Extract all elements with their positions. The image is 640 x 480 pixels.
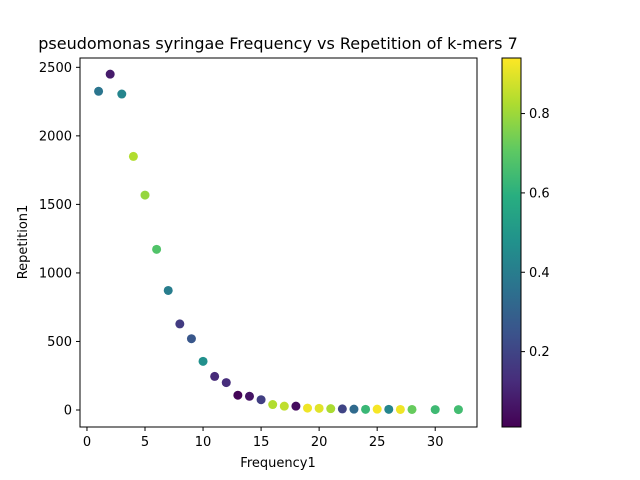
data-point-19 (303, 403, 313, 413)
y-axis-title: Repetition1 (16, 205, 31, 280)
data-point-23 (349, 404, 359, 414)
colorbar-tick-label: 0.4 (529, 266, 550, 281)
y-tick-label: 1000 (39, 266, 72, 281)
data-point-4 (128, 151, 138, 161)
data-point-28 (407, 404, 417, 414)
y-tick-label: 500 (47, 335, 72, 350)
colorbar-axis: 0.2 0.4 0.6 0.8 (521, 107, 550, 360)
data-point-20 (314, 403, 324, 413)
data-point-27 (395, 404, 405, 414)
x-tick-label: 25 (369, 435, 386, 450)
colorbar-tick-label: 0.2 (529, 345, 550, 360)
y-tick-label: 2000 (39, 129, 72, 144)
data-point-29 (430, 405, 440, 415)
y-tick-label: 2500 (39, 61, 72, 76)
data-point-13 (233, 390, 243, 400)
data-point-9 (186, 334, 196, 344)
data-point-14 (244, 391, 254, 401)
x-tick-label: 20 (311, 435, 328, 450)
data-point-1 (94, 86, 104, 96)
colorbar (501, 57, 522, 428)
y-tick-label: 0 (64, 404, 72, 419)
data-point-12 (221, 378, 231, 388)
data-point-10 (198, 356, 208, 366)
data-point-26 (384, 404, 394, 414)
data-point-2 (105, 69, 115, 79)
x-tick-label: 10 (195, 435, 212, 450)
data-point-22 (337, 404, 347, 414)
plot-frame (79, 57, 478, 428)
x-tick-label: 30 (427, 435, 444, 450)
x-tick-label: 15 (253, 435, 270, 450)
data-point-21 (326, 404, 336, 414)
colorbar-tick-label: 0.6 (529, 186, 550, 201)
data-point-11 (210, 371, 220, 381)
data-point-3 (117, 89, 127, 99)
points-layer (94, 69, 463, 415)
y-axis: 0 500 1000 1500 2000 2500 (39, 61, 80, 419)
data-point-7 (163, 285, 173, 295)
x-axis: 0 5 10 15 20 25 30 (83, 427, 444, 450)
data-point-15 (256, 395, 266, 405)
data-point-18 (291, 401, 301, 411)
data-point-24 (361, 404, 371, 414)
data-point-6 (152, 244, 162, 254)
x-tick-label: 0 (83, 435, 91, 450)
data-point-25 (372, 404, 382, 414)
chart-title: pseudomonas syringae Frequency vs Repeti… (38, 34, 518, 53)
x-tick-label: 5 (141, 435, 149, 450)
data-point-17 (279, 401, 289, 411)
y-tick-label: 1500 (39, 198, 72, 213)
data-point-30 (453, 405, 463, 415)
data-point-8 (175, 319, 185, 329)
x-axis-title: Frequency1 (240, 456, 315, 471)
data-point-5 (140, 190, 150, 200)
colorbar-tick-label: 0.8 (529, 107, 550, 122)
data-point-16 (268, 400, 278, 410)
